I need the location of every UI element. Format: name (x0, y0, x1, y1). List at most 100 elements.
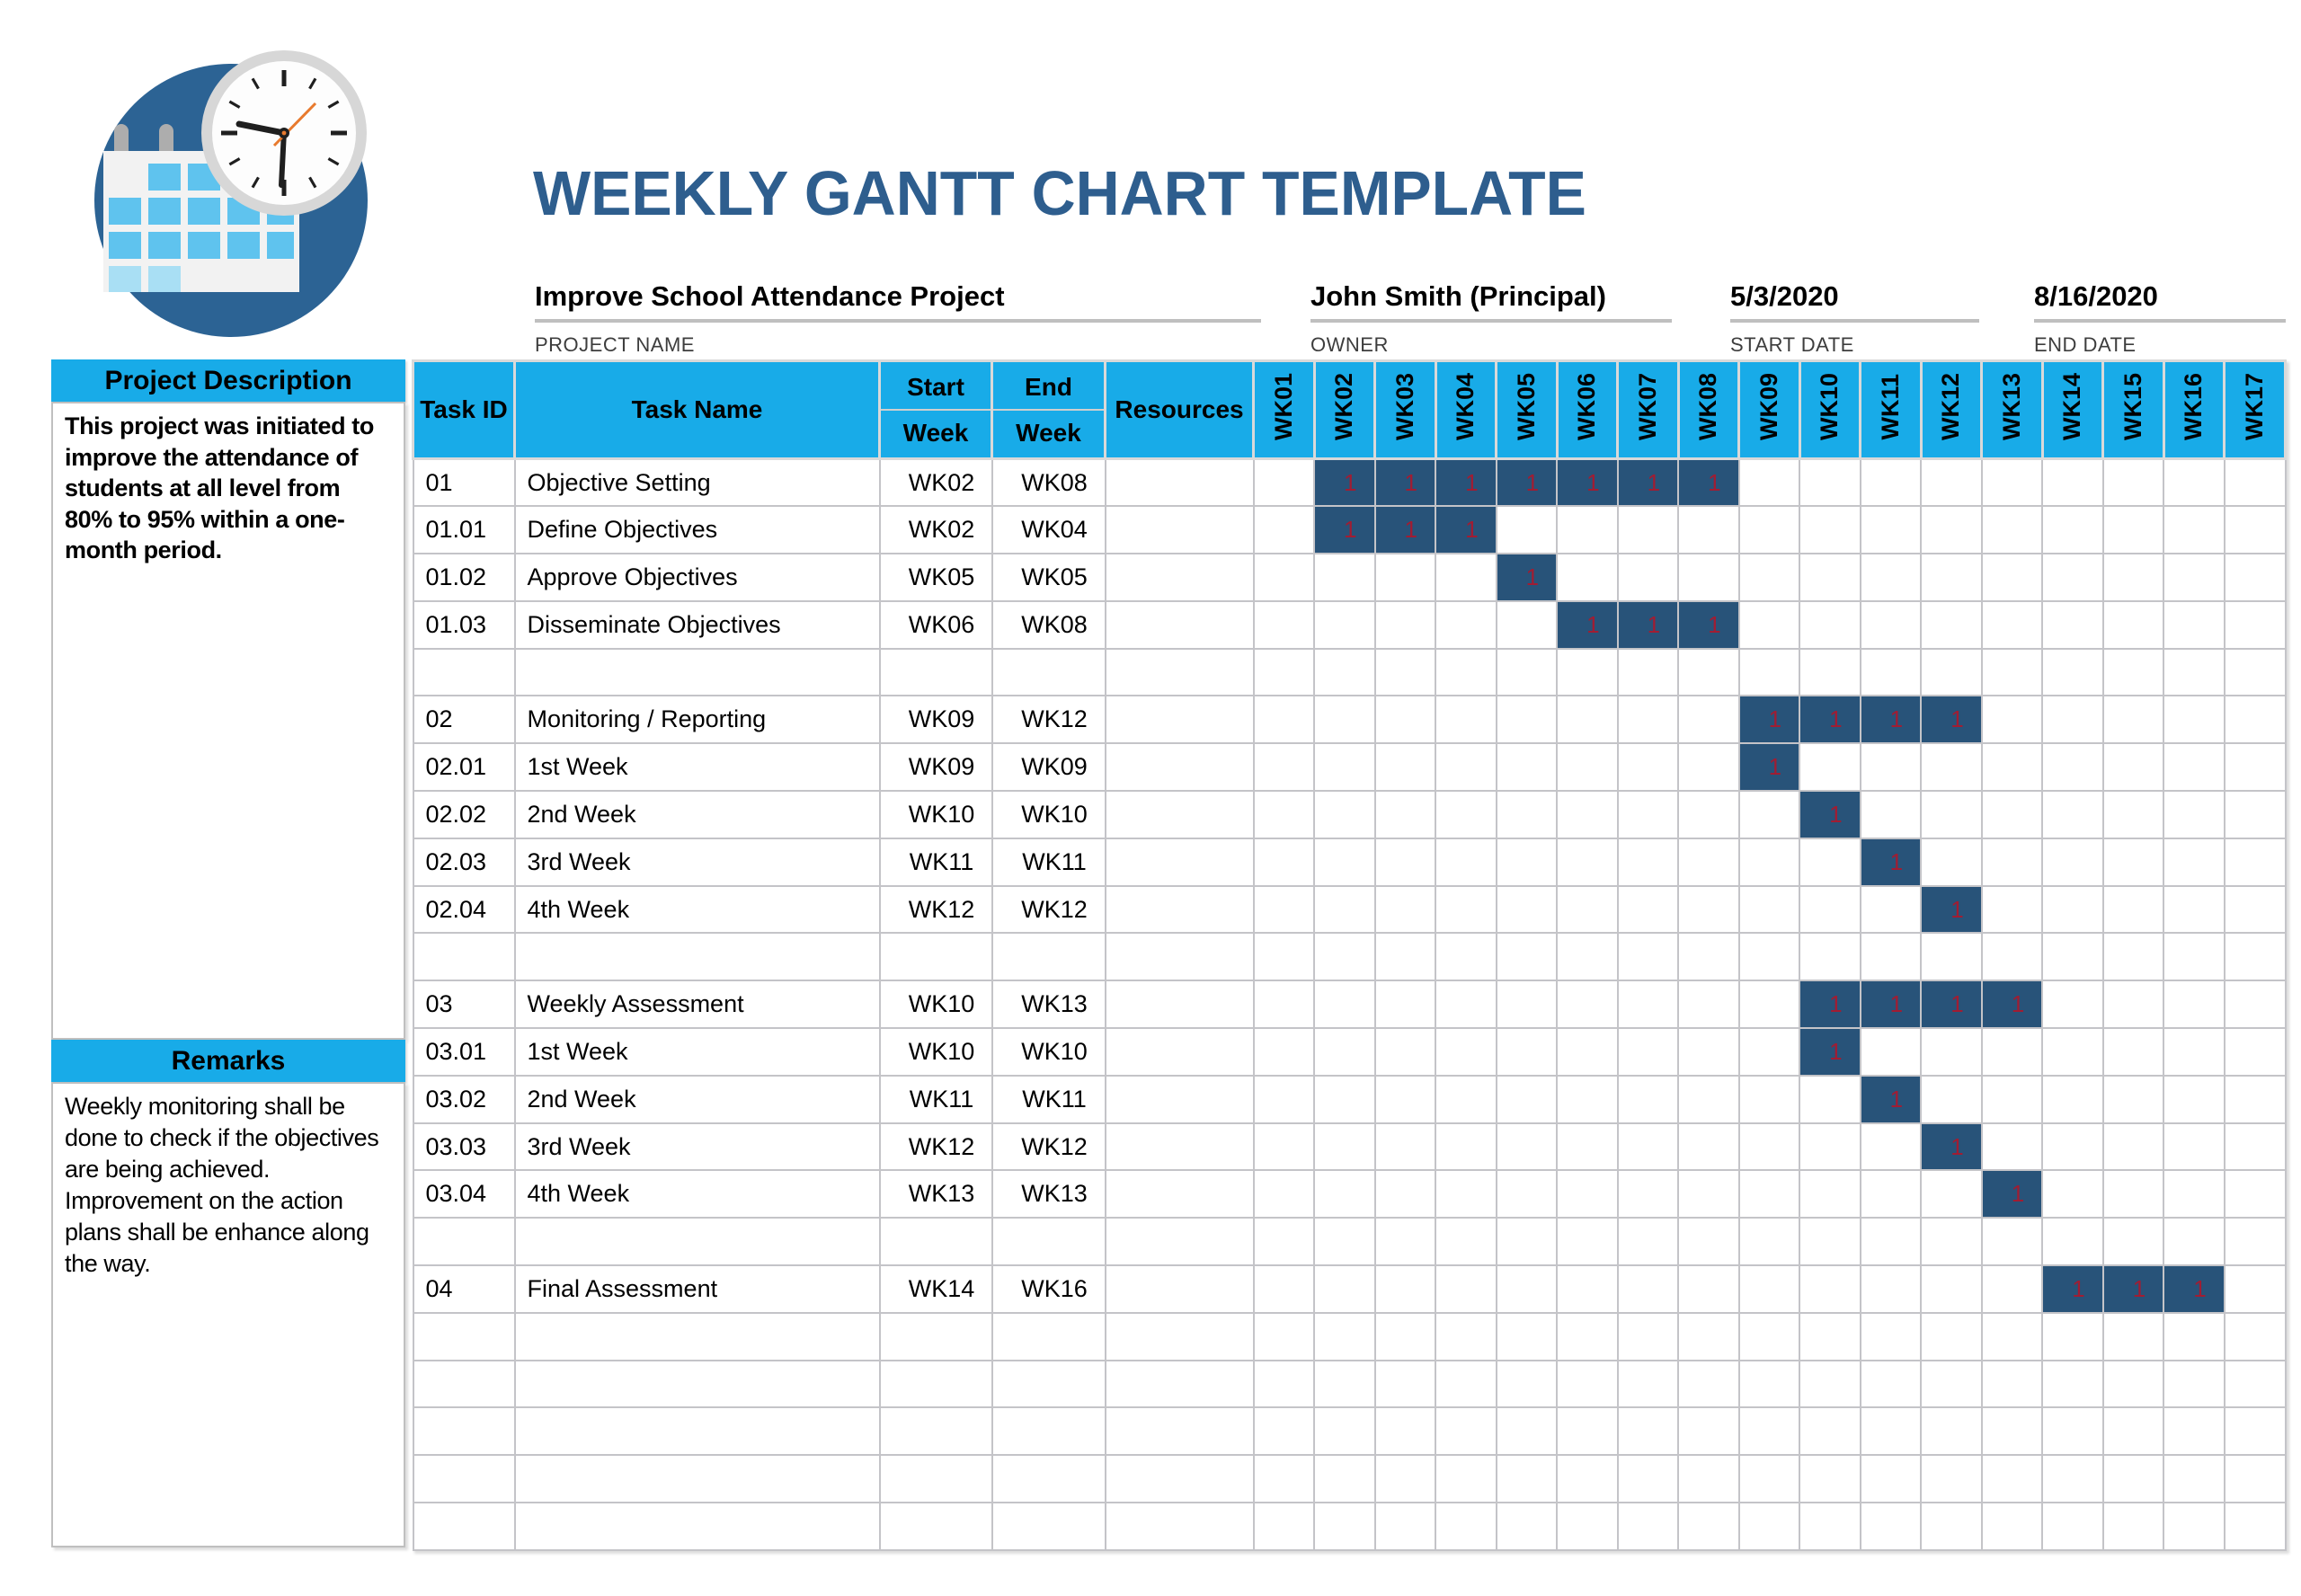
gantt-week-cell[interactable] (1677, 505, 1740, 555)
gantt-week-cell[interactable] (1252, 837, 1316, 887)
gantt-week-cell[interactable] (2041, 1406, 2104, 1457)
gantt-week-cell[interactable] (1920, 1311, 1983, 1361)
start-week-cell[interactable]: WK10 (878, 790, 993, 839)
gantt-week-cell[interactable] (1252, 884, 1316, 935)
gantt-week-cell[interactable] (2101, 695, 2165, 745)
gantt-week-cell[interactable] (1799, 1264, 1861, 1314)
gantt-week-cell[interactable] (2163, 505, 2225, 555)
gantt-week-cell[interactable] (1920, 742, 1983, 793)
gantt-week-cell[interactable] (1495, 837, 1559, 887)
gantt-week-cell[interactable] (2101, 837, 2165, 887)
gantt-week-cell[interactable] (1920, 599, 1983, 650)
gantt-week-cell[interactable] (1252, 457, 1316, 508)
gantt-week-cell[interactable] (2041, 980, 2104, 1030)
gantt-week-cell[interactable] (1920, 1406, 1983, 1457)
gantt-week-cell[interactable] (2041, 553, 2104, 602)
gantt-bar-cell[interactable]: 1 (2163, 1264, 2225, 1314)
gantt-week-cell[interactable] (1556, 1169, 1619, 1219)
gantt-week-cell[interactable] (2101, 599, 2165, 650)
gantt-week-cell[interactable] (2101, 1406, 2165, 1457)
gantt-week-cell[interactable] (1799, 553, 1861, 602)
gantt-week-cell[interactable] (1495, 1074, 1559, 1124)
gantt-week-cell[interactable] (1373, 1027, 1437, 1077)
gantt-week-cell[interactable] (1435, 932, 1497, 982)
task-id-cell[interactable]: 01.01 (412, 505, 516, 555)
task-name-cell[interactable] (513, 932, 881, 982)
gantt-bar-cell[interactable]: 1 (1799, 980, 1861, 1030)
gantt-week-cell[interactable] (2163, 1027, 2225, 1077)
gantt-week-cell[interactable] (1252, 1169, 1316, 1219)
gantt-week-cell[interactable] (2163, 599, 2225, 650)
gantt-week-cell[interactable] (1616, 1454, 1680, 1504)
task-name-cell[interactable]: 4th Week (513, 884, 881, 935)
gantt-bar-cell[interactable]: 1 (1859, 837, 1923, 887)
gantt-week-cell[interactable] (1616, 1122, 1680, 1172)
task-name-cell[interactable] (513, 1217, 881, 1267)
resources-cell[interactable] (1104, 457, 1255, 508)
gantt-week-cell[interactable] (1920, 1502, 1983, 1551)
task-id-cell[interactable] (412, 1454, 516, 1504)
gantt-week-cell[interactable] (1495, 1311, 1559, 1361)
task-name-cell[interactable]: 1st Week (513, 742, 881, 793)
end-week-cell[interactable]: WK12 (991, 884, 1106, 935)
gantt-week-cell[interactable] (1616, 1359, 1680, 1409)
gantt-week-cell[interactable] (2101, 505, 2165, 555)
gantt-week-cell[interactable] (2101, 457, 2165, 508)
gantt-week-cell[interactable] (1435, 1359, 1497, 1409)
gantt-week-cell[interactable] (2163, 932, 2225, 982)
gantt-week-cell[interactable] (2101, 884, 2165, 935)
task-name-cell[interactable] (513, 1406, 881, 1457)
gantt-week-cell[interactable] (1980, 599, 2044, 650)
gantt-week-cell[interactable] (1980, 505, 2044, 555)
gantt-week-cell[interactable] (1799, 1502, 1861, 1551)
gantt-week-cell[interactable] (1313, 1122, 1376, 1172)
gantt-week-cell[interactable] (1495, 1264, 1559, 1314)
gantt-week-cell[interactable] (2101, 932, 2165, 982)
gantt-week-cell[interactable] (1677, 1502, 1740, 1551)
gantt-week-cell[interactable] (2163, 1122, 2225, 1172)
gantt-week-cell[interactable] (1373, 1406, 1437, 1457)
gantt-week-cell[interactable] (1435, 1217, 1497, 1267)
gantt-week-cell[interactable] (2223, 1359, 2287, 1409)
gantt-week-cell[interactable] (2163, 1454, 2225, 1504)
end-week-cell[interactable] (991, 932, 1106, 982)
gantt-week-cell[interactable] (1616, 884, 1680, 935)
gantt-week-cell[interactable] (2163, 1217, 2225, 1267)
gantt-week-cell[interactable] (1677, 742, 1740, 793)
gantt-week-cell[interactable] (1252, 932, 1316, 982)
gantt-week-cell[interactable] (2223, 599, 2287, 650)
gantt-week-cell[interactable] (2101, 1217, 2165, 1267)
task-id-cell[interactable]: 01 (412, 457, 516, 508)
gantt-week-cell[interactable] (1616, 1264, 1680, 1314)
gantt-week-cell[interactable] (2101, 1169, 2165, 1219)
gantt-week-cell[interactable] (1677, 1027, 1740, 1077)
gantt-week-cell[interactable] (1252, 1359, 1316, 1409)
task-name-cell[interactable]: 2nd Week (513, 790, 881, 839)
gantt-week-cell[interactable] (1920, 1359, 1983, 1409)
gantt-week-cell[interactable] (2163, 553, 2225, 602)
gantt-week-cell[interactable] (1373, 837, 1437, 887)
task-id-cell[interactable]: 02.02 (412, 790, 516, 839)
gantt-week-cell[interactable] (1373, 1122, 1437, 1172)
gantt-week-cell[interactable] (1556, 1502, 1619, 1551)
gantt-week-cell[interactable] (1859, 884, 1923, 935)
gantt-week-cell[interactable] (1252, 1217, 1316, 1267)
gantt-week-cell[interactable] (1920, 553, 1983, 602)
gantt-week-cell[interactable] (2223, 1122, 2287, 1172)
gantt-week-cell[interactable] (1799, 647, 1861, 697)
end-week-cell[interactable]: WK12 (991, 1122, 1106, 1172)
end-week-cell[interactable] (991, 1359, 1106, 1409)
start-week-cell[interactable]: WK10 (878, 1027, 993, 1077)
gantt-week-cell[interactable] (1373, 1074, 1437, 1124)
gantt-bar-cell[interactable]: 1 (1920, 1122, 1983, 1172)
gantt-week-cell[interactable] (2101, 1502, 2165, 1551)
gantt-week-cell[interactable] (1677, 1406, 1740, 1457)
task-id-cell[interactable] (412, 1502, 516, 1551)
gantt-week-cell[interactable] (1435, 1502, 1497, 1551)
gantt-week-cell[interactable] (1616, 505, 1680, 555)
gantt-week-cell[interactable] (1313, 599, 1376, 650)
resources-cell[interactable] (1104, 884, 1255, 935)
gantt-week-cell[interactable] (1373, 1359, 1437, 1409)
gantt-bar-cell[interactable]: 1 (1677, 599, 1740, 650)
gantt-week-cell[interactable] (2101, 1027, 2165, 1077)
